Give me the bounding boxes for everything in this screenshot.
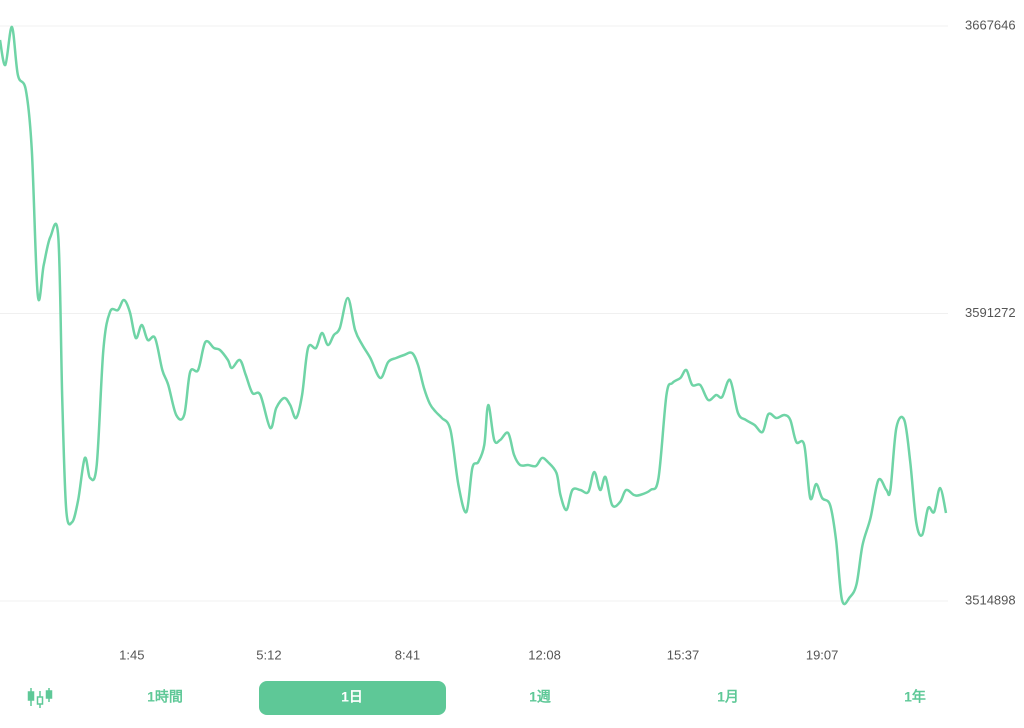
y-tick-label: 3591272 — [965, 305, 1016, 320]
time-range-tab[interactable]: 1年 — [904, 689, 926, 705]
candlestick-icon[interactable] — [27, 688, 53, 708]
x-tick-label: 1:45 — [119, 647, 144, 662]
x-tick-label: 15:37 — [667, 647, 700, 662]
price-line — [0, 25, 948, 606]
active-tab-background[interactable] — [259, 681, 446, 715]
time-range-tab[interactable]: 1月 — [717, 689, 739, 705]
x-tick-label: 5:12 — [256, 647, 281, 662]
y-tick-label: 3514898 — [965, 592, 1016, 607]
x-tick-label: 19:07 — [806, 647, 839, 662]
time-range-tab[interactable]: 1週 — [529, 689, 551, 705]
time-range-tab[interactable]: 1時間 — [147, 689, 183, 705]
active-tab[interactable]: 1日 — [341, 689, 363, 705]
x-tick-label: 8:41 — [395, 647, 420, 662]
x-tick-label: 12:08 — [528, 647, 561, 662]
y-tick-label: 3667646 — [965, 17, 1016, 32]
